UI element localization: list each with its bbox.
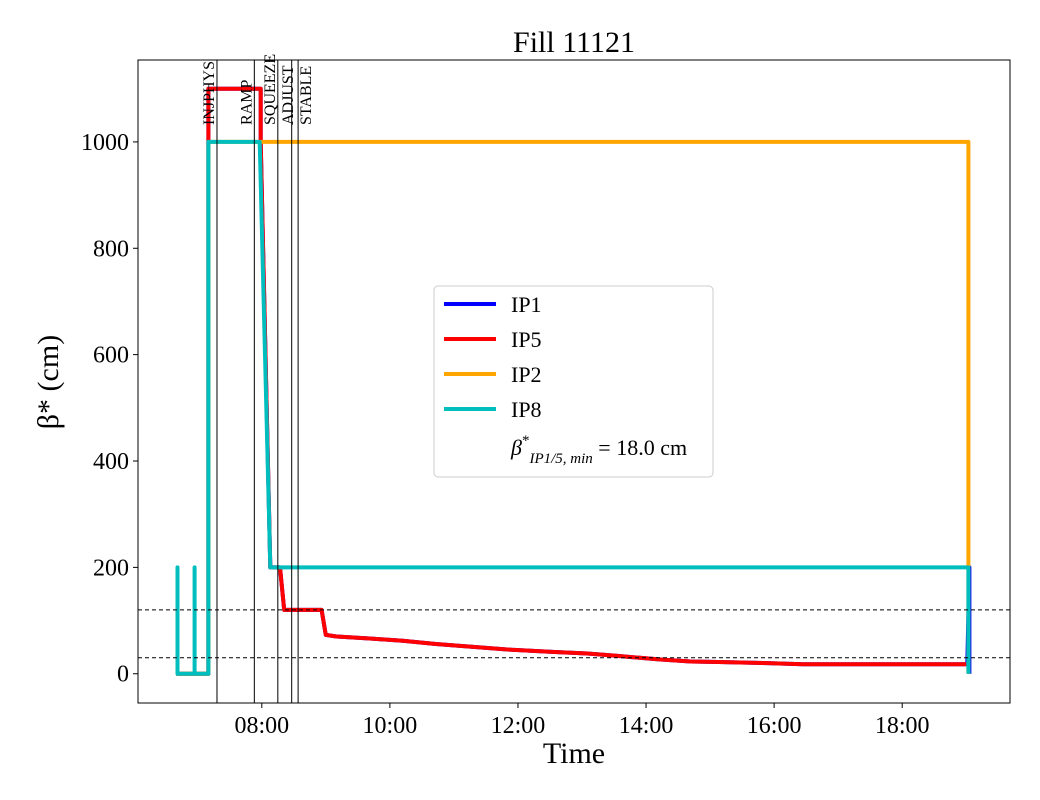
y-tick-label: 600 (93, 343, 129, 369)
legend-beta-min: β*IP1/5, min = 18.0 cm (510, 433, 687, 467)
x-tick-label: 10:00 (363, 713, 418, 739)
legend-label-ip1: IP1 (511, 292, 542, 317)
phase-label-injphys: INJPHYS (201, 61, 218, 125)
phase-label-adjust: ADJUST (280, 65, 297, 125)
y-tick-label: 400 (93, 449, 129, 475)
x-tick-label: 16:00 (747, 713, 802, 739)
y-tick-label: 200 (93, 555, 129, 581)
y-tick-label: 1000 (81, 130, 129, 156)
x-tick-label: 08:00 (234, 713, 289, 739)
plot-frame (137, 59, 1011, 704)
legend-label-ip2: IP2 (511, 362, 542, 387)
chart-title: Fill 11121 (513, 26, 635, 59)
x-tick-label: 12:00 (491, 713, 546, 739)
series-line-ip8 (175, 139, 971, 676)
legend: IP1 IP5 IP2 IP8 β*IP1/5, min = 18.0 cm (433, 285, 714, 478)
legend-box (433, 285, 714, 478)
phase-label-squeeze: SQUEEZE (262, 54, 279, 125)
legend-label-ip5: IP5 (511, 327, 542, 352)
phase-label-stable: STABLE (298, 66, 315, 125)
y-axis-label: β* (cm) (32, 335, 65, 429)
x-axis-label: Time (543, 737, 605, 770)
y-tick-label: 800 (93, 236, 129, 262)
plot-marks: INJPHYS RAMP SQUEEZE ADJUST STABLE (138, 54, 1010, 703)
x-tick-label: 18:00 (875, 713, 930, 739)
phase-label-ramp: RAMP (238, 80, 255, 125)
x-tick-label: 14:00 (619, 713, 674, 739)
y-tick-label: 0 (117, 662, 129, 688)
legend-label-ip8: IP8 (511, 397, 542, 422)
axis-ticks: 08:00 10:00 12:00 14:00 16:00 18:00 0 200 400 600… (81, 130, 930, 739)
